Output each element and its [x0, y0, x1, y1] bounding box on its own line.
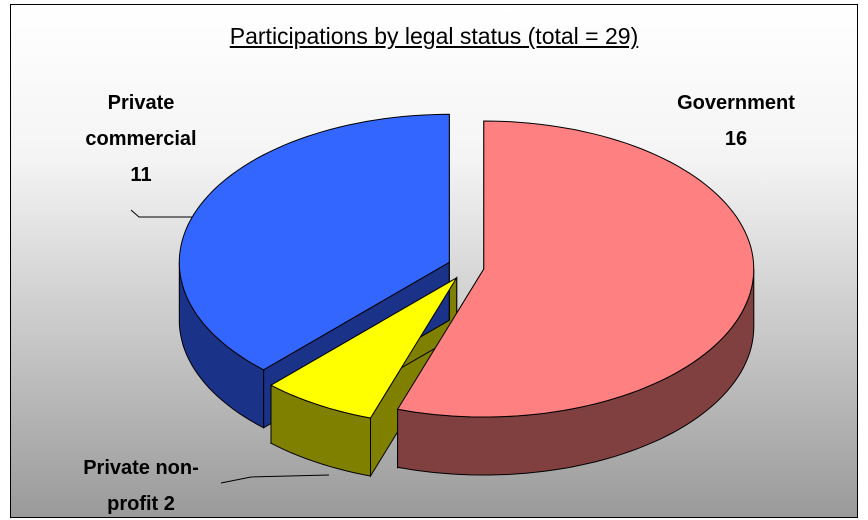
label-name: Private non-profit — [83, 457, 199, 515]
data-label: Private non-profit 2 — [61, 450, 221, 517]
pie-plot — [130, 113, 755, 484]
data-label: Private commercial 11 — [56, 85, 226, 193]
chart: Participations by legal status (total = … — [10, 4, 858, 518]
label-name: Government — [677, 92, 795, 114]
slice — [396, 120, 755, 418]
slice — [178, 113, 450, 371]
label-value: 16 — [724, 128, 748, 150]
label-value: 11 — [130, 164, 152, 186]
data-label: Government 16 — [636, 85, 836, 157]
slice — [269, 277, 458, 419]
label-name: Private commercial — [85, 92, 197, 150]
leader-line — [130, 209, 201, 218]
label-value: 2 — [163, 493, 175, 515]
leader-line — [220, 474, 330, 484]
chart-title: Participations by legal status (total = … — [229, 23, 639, 49]
